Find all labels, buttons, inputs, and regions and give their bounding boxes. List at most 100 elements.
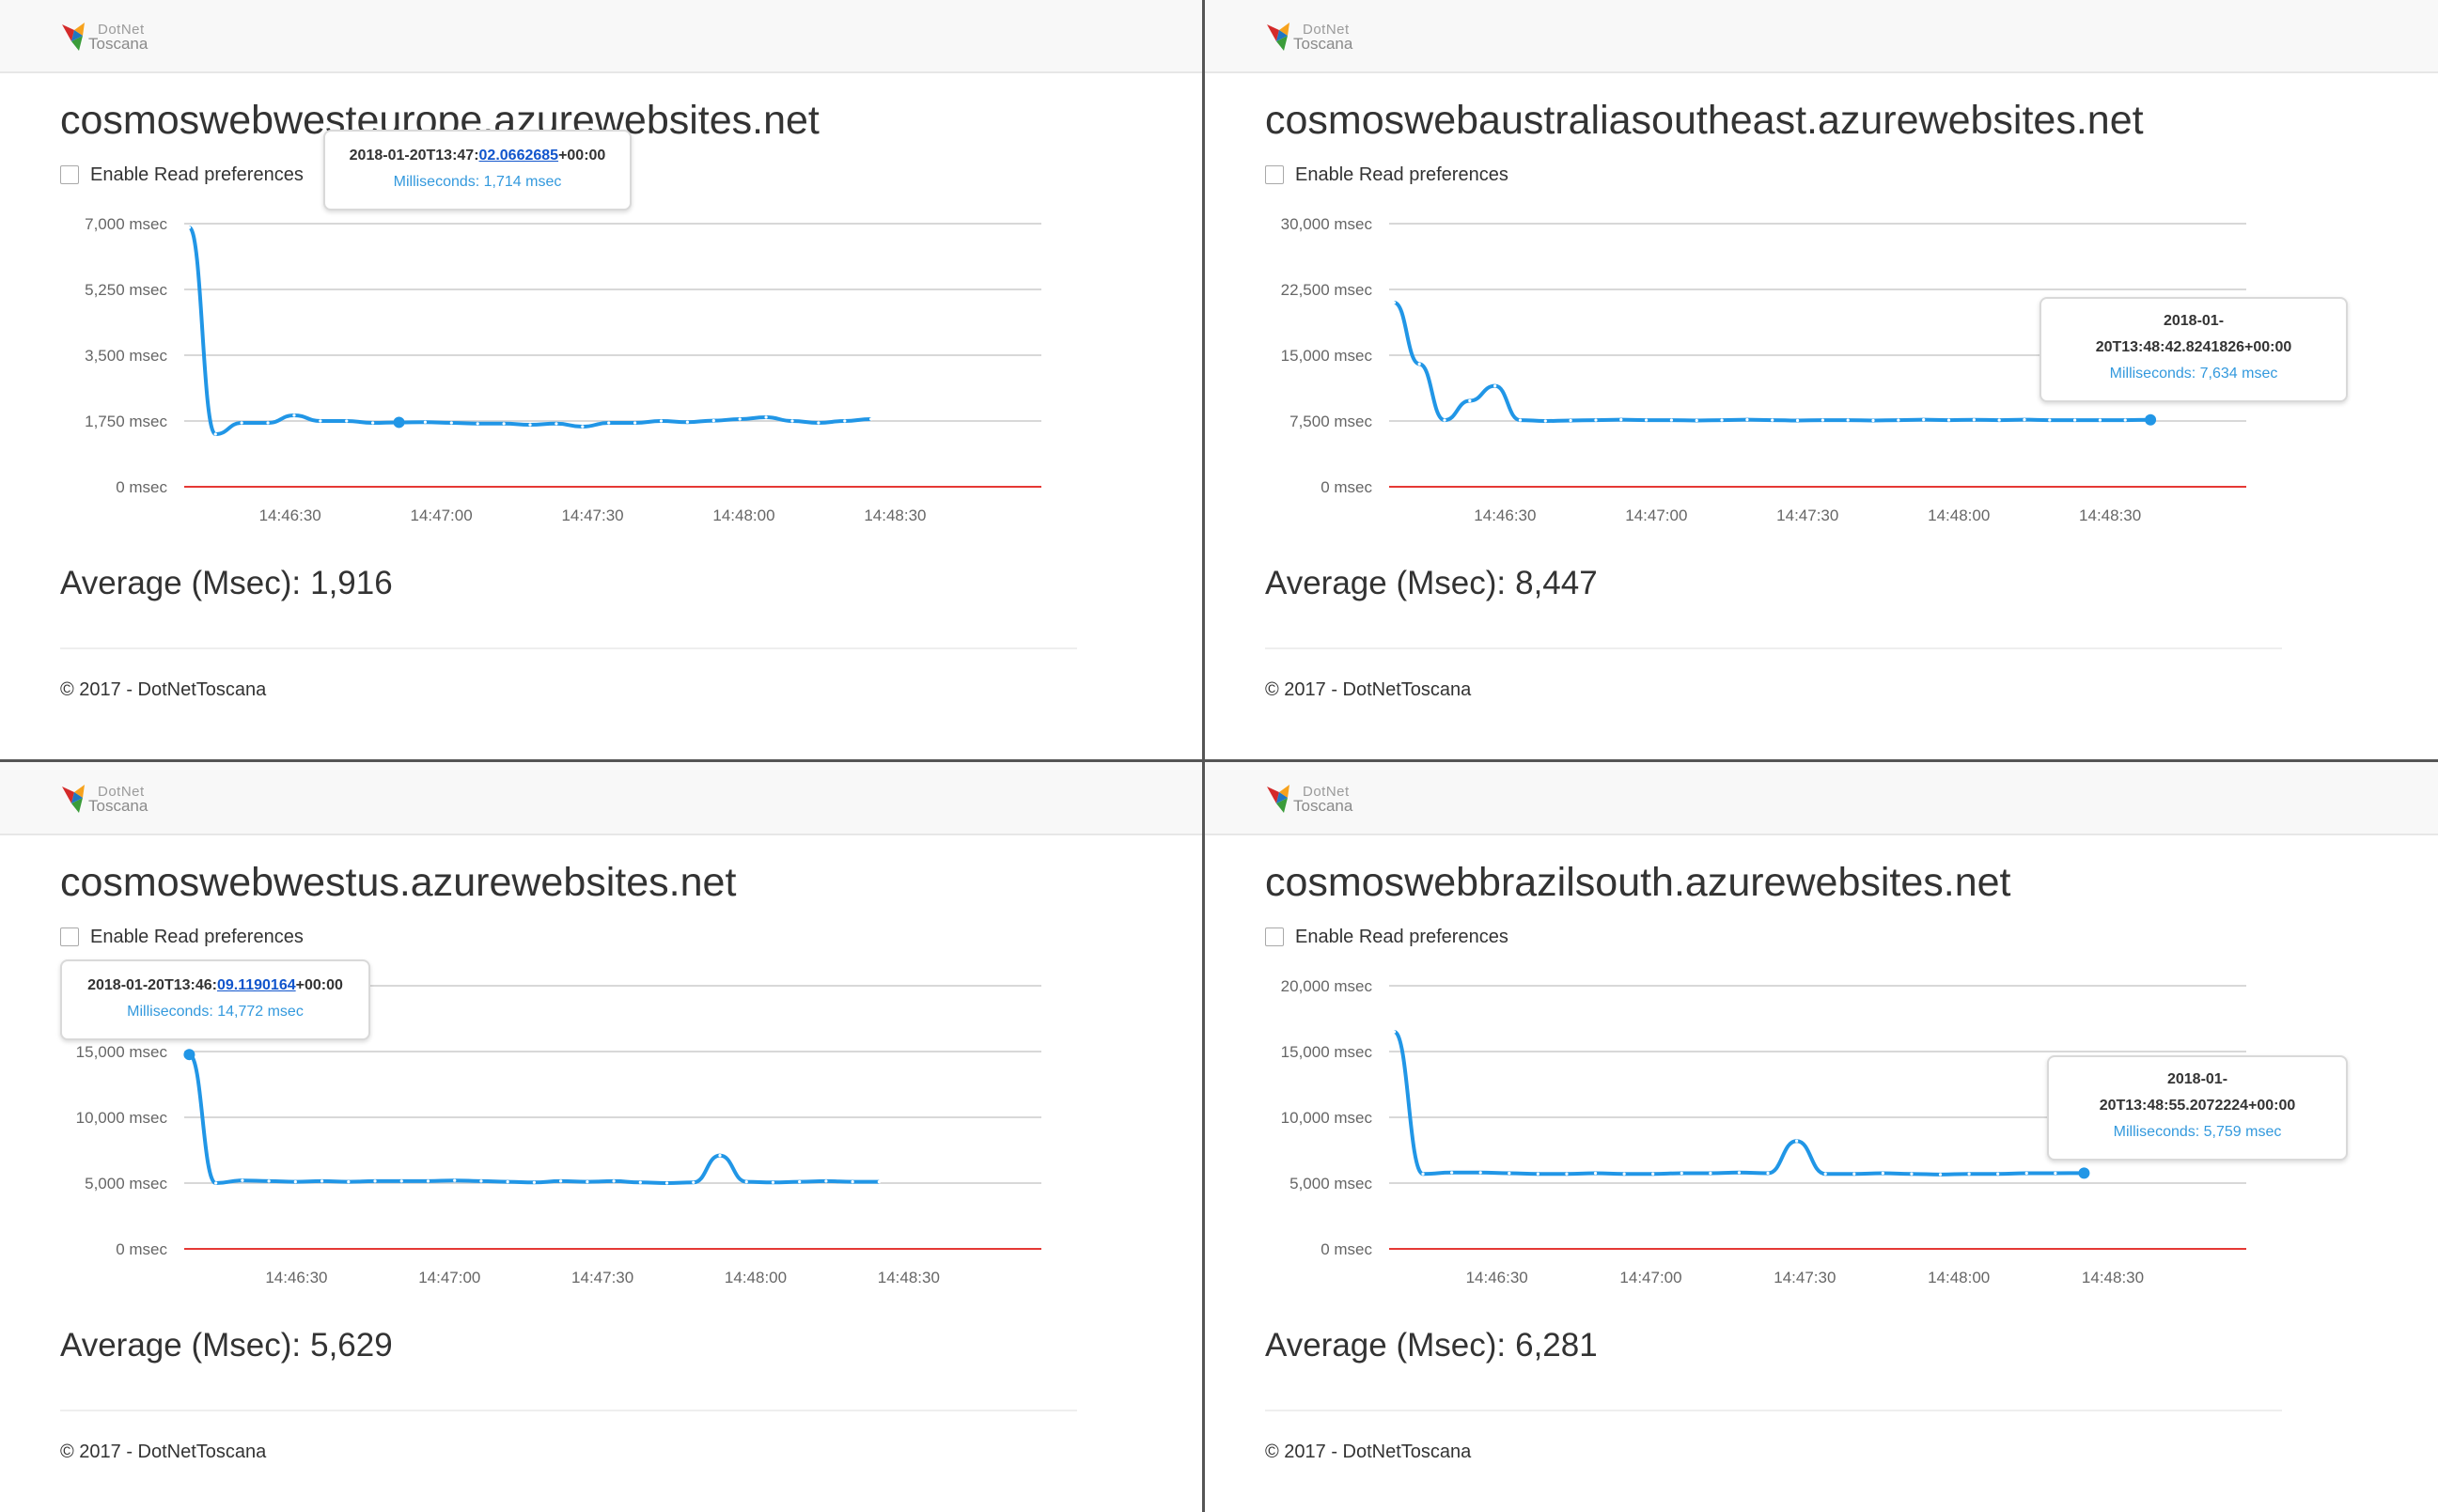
- footer-divider: [60, 647, 1077, 649]
- data-point: [241, 1178, 244, 1182]
- read-preferences-row: Enable Read preferences: [1265, 924, 1508, 950]
- enable-read-preferences-checkbox[interactable]: [1265, 165, 1284, 184]
- enable-read-preferences-checkbox[interactable]: [1265, 927, 1284, 946]
- data-point: [1766, 1171, 1770, 1176]
- data-point: [1565, 1172, 1569, 1176]
- y-tick-label: 5,000 msec: [1289, 1175, 1372, 1192]
- chart-tooltip: 2018-01- 20T13:48:55.2072224+00:00 Milli…: [2047, 1055, 2348, 1161]
- data-point: [607, 421, 611, 425]
- average-value: 6,281: [1515, 1327, 1598, 1364]
- brand-logo-link[interactable]: DotNet Toscana: [1265, 21, 1368, 58]
- data-point: [214, 1181, 218, 1185]
- data-point: [790, 419, 794, 423]
- x-tick-label: 14:48:00: [1928, 1269, 1990, 1286]
- data-point: [1594, 418, 1598, 422]
- brand-logo-link[interactable]: DotNet Toscana: [60, 21, 164, 58]
- read-preferences-row: Enable Read preferences: [1265, 162, 1508, 188]
- data-point: [1922, 418, 1926, 422]
- enable-read-preferences-checkbox[interactable]: [60, 165, 79, 184]
- data-point: [267, 1179, 271, 1183]
- tooltip-date-prefix: 2018-01-20T13:46:: [87, 977, 217, 993]
- data-point: [1593, 1171, 1598, 1176]
- data-point: [319, 419, 322, 423]
- data-point: [1823, 1172, 1827, 1176]
- x-tick-label: 14:48:30: [878, 1269, 940, 1286]
- checkbox-label: Enable Read preferences: [90, 164, 304, 185]
- brand-text-bottom: Toscana: [1293, 797, 1353, 815]
- tooltip-value: Milliseconds: 1,714 msec: [393, 174, 562, 190]
- series-line: [1393, 1030, 2085, 1177]
- data-point: [2048, 418, 2052, 422]
- tooltip-timestamp: 2018-01- 20T13:48:42.8241826+00:00: [2053, 308, 2335, 361]
- average-display: Average (Msec): 5,629: [60, 1324, 393, 1367]
- data-point: [744, 1180, 748, 1184]
- data-point: [1910, 1172, 1914, 1176]
- data-point: [843, 419, 847, 423]
- tooltip-timestamp: 2018-01- 20T13:48:55.2072224+00:00: [2060, 1067, 2335, 1119]
- data-point: [851, 1180, 854, 1184]
- data-point: [2073, 418, 2077, 422]
- data-point: [2054, 1171, 2057, 1176]
- data-point: [2023, 418, 2026, 422]
- tooltip-timestamp: 2018-01-20T13:46:09.1190164+00:00: [73, 973, 357, 999]
- dotnet-toscana-logo-icon: [62, 23, 85, 51]
- chart-tooltip: 2018-01-20T13:46:09.1190164+00:00 Millis…: [60, 959, 370, 1040]
- latency-chart: 7,000 msec 5,250 msec 3,500 msec 1,750 msec…: [85, 215, 1041, 524]
- data-point: [718, 1154, 722, 1158]
- panel-divider-vertical: [1202, 0, 1205, 1512]
- x-tick-label: 14:47:30: [571, 1269, 633, 1286]
- data-point: [555, 422, 558, 426]
- data-point: [633, 421, 637, 425]
- data-point: [1852, 1172, 1856, 1176]
- data-point: [292, 413, 296, 417]
- brand-text-bottom: Toscana: [1293, 35, 1353, 53]
- data-point: [1745, 418, 1749, 422]
- data-point: [1846, 418, 1850, 422]
- brand-logo-link[interactable]: DotNet Toscana: [60, 783, 164, 820]
- data-point: [612, 1179, 616, 1183]
- data-point: [453, 1178, 457, 1182]
- chart-tooltip: 2018-01-20T13:47:02.0662685+00:00 Millis…: [323, 130, 632, 210]
- data-point: [426, 1179, 430, 1183]
- data-point: [1421, 1172, 1425, 1176]
- checkbox-label: Enable Read preferences: [1295, 164, 1508, 185]
- data-point: [506, 1180, 509, 1184]
- brand-logo-link[interactable]: DotNet Toscana: [1265, 783, 1368, 820]
- page-title: cosmoswebaustraliasoutheast.azurewebsite…: [1265, 98, 2144, 143]
- x-tick-label: 14:47:00: [418, 1269, 480, 1286]
- dotnet-toscana-logo-icon: [1267, 785, 1289, 813]
- enable-read-preferences-checkbox[interactable]: [60, 927, 79, 946]
- x-tick-label: 14:47:30: [1776, 507, 1838, 524]
- tooltip-date-seconds: 02.0662685: [478, 148, 559, 164]
- average-value: 5,629: [310, 1327, 393, 1364]
- x-tick-label: 14:48:30: [2079, 507, 2141, 524]
- tooltip-date-suffix: +00:00: [295, 977, 343, 993]
- data-point: [798, 1180, 802, 1184]
- data-point: [320, 1179, 324, 1183]
- navbar: DotNet Toscana: [1205, 762, 2438, 835]
- data-point: [1508, 1171, 1511, 1176]
- checkbox-label: Enable Read preferences: [1295, 926, 1508, 947]
- data-point: [1771, 418, 1774, 422]
- data-point: [423, 420, 428, 424]
- latency-chart: 30,000 msec 22,500 msec 15,000 msec 7,500 m…: [1281, 215, 2246, 524]
- data-point: [659, 419, 664, 423]
- panel-brazilsouth: DotNet Toscana cosmoswebbrazilsouth.azur…: [1205, 762, 2438, 1512]
- data-point: [371, 421, 375, 425]
- data-point: [1737, 1171, 1742, 1175]
- data-point: [1709, 1171, 1712, 1176]
- data-point: [1795, 1139, 1799, 1143]
- data-point: [1651, 1172, 1655, 1176]
- data-point: [638, 1180, 642, 1184]
- data-point: [1443, 418, 1446, 422]
- y-tick-label: 0 msec: [116, 478, 167, 496]
- data-point: [1543, 419, 1547, 423]
- data-point: [1897, 418, 1900, 422]
- x-tick-label: 14:48:00: [1928, 507, 1990, 524]
- data-point: [824, 1179, 828, 1183]
- y-tick-label: 0 msec: [1321, 1240, 1372, 1258]
- navbar: DotNet Toscana: [1205, 0, 2438, 73]
- data-point: [532, 1180, 537, 1184]
- data-point: [764, 415, 768, 419]
- navbar: DotNet Toscana: [0, 762, 1202, 835]
